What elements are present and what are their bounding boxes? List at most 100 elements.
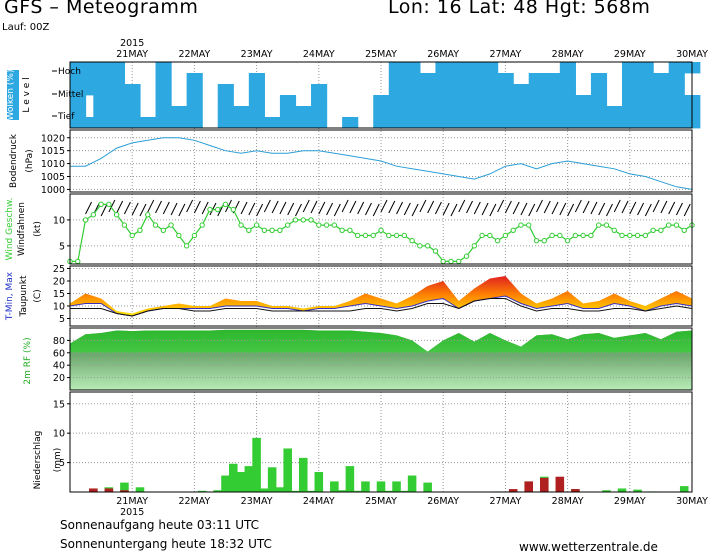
y-tick-label: 80 [53, 336, 65, 347]
cloud-cell [108, 106, 126, 118]
cloud-cell [606, 117, 623, 129]
cloud-cell [248, 106, 265, 118]
wind-barb [100, 203, 108, 217]
wind-barb [504, 200, 512, 214]
wind-barb [613, 199, 621, 213]
wind-point [277, 227, 283, 233]
model-run: Lauf: 00Z [2, 22, 50, 33]
cloud-cell [404, 73, 421, 85]
temperature-unit-label: (C) [33, 289, 43, 302]
precip-bar [602, 490, 611, 492]
cloud-cell [419, 84, 437, 96]
cloud-cell [342, 117, 359, 129]
precip-bar [135, 487, 145, 492]
cloud-cell [482, 106, 499, 118]
wind-barb [178, 203, 186, 217]
cloud-cell [482, 95, 499, 107]
wind-barb [139, 203, 147, 217]
cloud-cell [419, 73, 437, 85]
cloud-cell [311, 95, 328, 107]
wind-barb [287, 202, 295, 216]
cloud-cell [590, 73, 608, 85]
bottom-day-tick-label: 23MAY [241, 496, 273, 507]
cloud-cell [668, 62, 685, 74]
wind-point [417, 243, 423, 249]
cloud-cell [575, 106, 592, 118]
precip-bar [423, 482, 432, 492]
cloud-cell [233, 117, 250, 129]
wind-point [121, 222, 128, 228]
page-title: GFS – Meteogramm [4, 0, 199, 18]
wind-axis-label: Wind Geschw. [5, 198, 15, 261]
wind-barb [108, 199, 116, 213]
wind-point [362, 232, 369, 239]
wind-point [471, 243, 477, 249]
cloud-cell [93, 117, 110, 129]
cloud-cell [590, 117, 608, 129]
cloud-cell [575, 95, 592, 107]
cloud-cell [124, 106, 141, 118]
wind-barb [186, 199, 194, 213]
wind-barb [419, 199, 427, 213]
wind-barb [644, 203, 652, 217]
wind-barb [326, 202, 334, 216]
precip-conv-bar [120, 490, 129, 492]
cloud-cell [622, 95, 639, 107]
precip-bar [679, 486, 689, 492]
precip-bar [400, 490, 409, 492]
cloud-cell [217, 95, 234, 107]
wind-barb [427, 200, 435, 214]
cloud-cell [559, 62, 576, 74]
cloud-level-label-hoch: Hoch [58, 67, 81, 77]
wind-point [510, 227, 516, 233]
wind-point [90, 212, 97, 218]
cloud-cell [466, 106, 483, 118]
temperature-axis-label: T-Min, Max [5, 271, 15, 321]
bottom-day-tick-label: 26MAY [427, 496, 459, 507]
cloud-cell [622, 84, 639, 96]
wind-point [658, 227, 664, 233]
wind-point [456, 258, 462, 265]
bottom-day-tick-label: 25MAY [365, 496, 397, 507]
wind-point [316, 222, 322, 228]
cloud-cell [544, 73, 561, 85]
cloud-level-label: L e v e l [22, 77, 32, 112]
wind-point [300, 217, 306, 223]
cloud-cell [311, 117, 328, 129]
cloud-cell [668, 73, 685, 85]
location-info: Lon: 16 Lat: 48 Hgt: 568m [388, 0, 651, 18]
precip-bar [353, 490, 362, 492]
y-tick-label: 1010 [41, 159, 65, 170]
cloud-cell [637, 62, 654, 74]
wind-barb [349, 200, 357, 214]
cloud-cell [544, 95, 561, 107]
bottom-day-tick-label: 28MAY [552, 496, 584, 507]
cloud-cell [419, 95, 437, 107]
cloud-cell [279, 95, 297, 107]
wind-barb [489, 203, 497, 217]
top-day-tick-label: 29MAY [614, 49, 646, 60]
precip-bar [244, 466, 254, 492]
precip-conv-bar [524, 481, 534, 492]
wind-point [261, 227, 268, 233]
cloud-cell [155, 84, 172, 96]
wind-barb [629, 201, 637, 215]
cloud-cell [70, 95, 87, 107]
precip-bar [376, 481, 386, 492]
cloud-cell [295, 106, 312, 118]
wind-point [650, 227, 656, 233]
precip-bar [306, 490, 316, 492]
cloud-cell [435, 84, 452, 96]
cloud-cell [388, 117, 405, 129]
wind-barb [302, 199, 310, 213]
wind-barb [365, 202, 372, 216]
wind-point [285, 222, 291, 228]
cloud-cell [77, 117, 94, 129]
cloud-cell [186, 73, 203, 85]
cloud-cell [497, 84, 514, 96]
wind-point [393, 232, 400, 239]
wind-barb [256, 203, 264, 217]
precip-conv-bar [89, 488, 98, 492]
wind-barb [512, 201, 520, 215]
cloud-cell [513, 106, 530, 118]
